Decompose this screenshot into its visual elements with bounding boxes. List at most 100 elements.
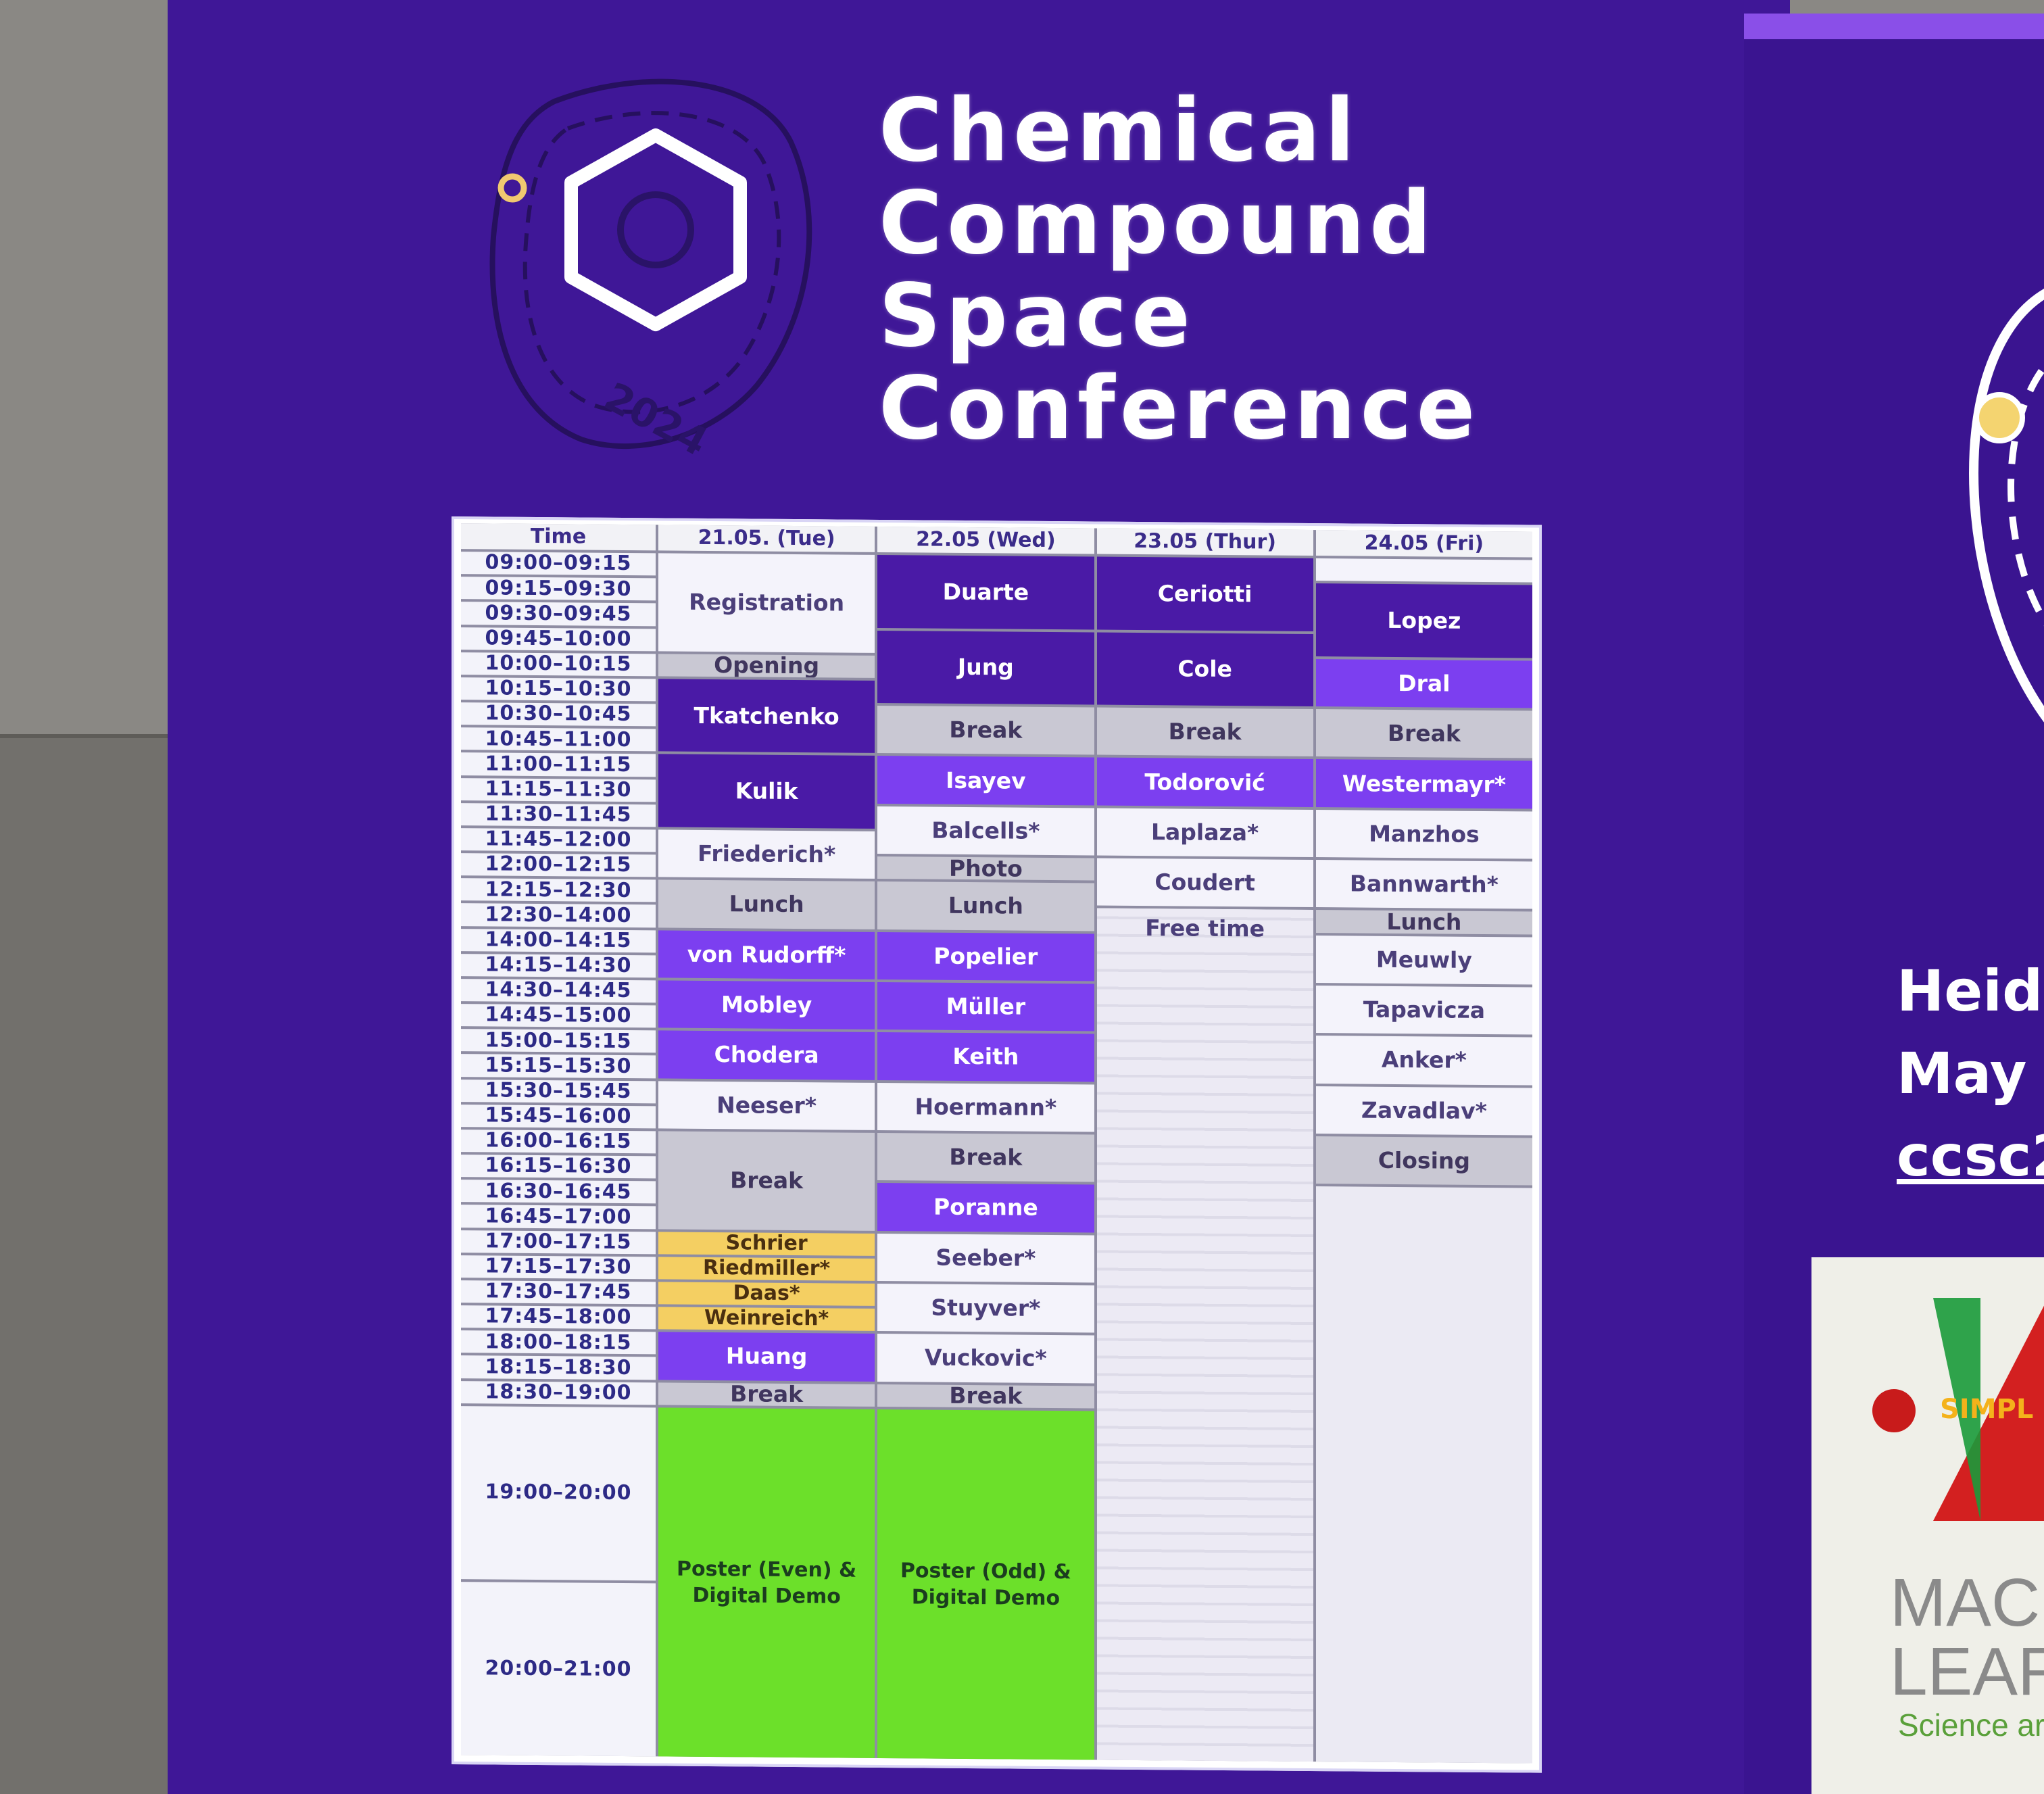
right-logo-dashed-path [2007, 362, 2044, 627]
talk-meuwly: Meuwly [1315, 935, 1532, 985]
poster-red-dot-icon [1872, 1389, 1916, 1432]
title-line-chemical: Chemical [879, 80, 1360, 181]
poster-even-session: Poster (Even) & Digital Demo [658, 1407, 875, 1758]
lunch-fri: Lunch [1315, 910, 1532, 935]
talk-zavadlav: Zavadlav* [1315, 1086, 1532, 1136]
right-screen-top-bar [1744, 14, 2044, 39]
right-info-date: May 2 [1897, 1040, 2044, 1107]
hexagon-icon [564, 128, 747, 331]
header-thu: 23.05 (Thur) [1096, 528, 1313, 556]
right-logo-dot-icon [1974, 392, 2025, 443]
talk-ceriotti: Ceriotti [1096, 556, 1313, 631]
time-slot: 17:00–17:15 [461, 1230, 656, 1255]
talk-huang: Huang [658, 1332, 875, 1382]
talk-chodera: Chodera [658, 1030, 875, 1080]
talk-todorovic: Todorović [1096, 757, 1313, 807]
talk-westermayr: Westermayr* [1315, 759, 1532, 809]
schedule-table: Time 21.05. (Tue) 22.05 (Wed) 23.05 (Thu… [452, 516, 1542, 1773]
talk-vuckovic: Vuckovic* [877, 1334, 1094, 1383]
talk-lopez: Lopez [1315, 583, 1532, 658]
logo-inner-ring [617, 191, 694, 268]
time-slot: 09:00–09:15 [461, 552, 656, 576]
time-slot: 18:30–19:00 [461, 1380, 656, 1405]
time-slot: 09:30–09:45 [461, 602, 656, 626]
talk-coudert: Coudert [1096, 858, 1313, 908]
fri-empty-slot [1315, 558, 1532, 583]
talk-muller: Müller [877, 981, 1094, 1032]
time-slot: 11:45–12:00 [461, 827, 656, 852]
right-info-website: ccsc2 [1897, 1123, 2044, 1189]
lunch-wed: Lunch [877, 881, 1094, 931]
time-slot: 10:30–10:45 [461, 702, 656, 727]
talk-balcells: Balcells* [877, 806, 1094, 856]
talk-isayev: Isayev [877, 756, 1094, 806]
talk-friederich: Friederich* [658, 829, 875, 879]
break-wed-morning: Break [877, 705, 1094, 755]
time-slot: 09:15–09:30 [461, 577, 656, 601]
time-slot: 14:00–14:15 [461, 928, 656, 953]
talk-daas: Daas* [658, 1282, 875, 1306]
time-slot: 15:00–15:15 [461, 1029, 656, 1053]
title-line-conference: Conference [879, 358, 1480, 459]
time-slot: 12:00–12:15 [461, 853, 656, 877]
time-slot: 11:30–11:45 [461, 802, 656, 827]
talk-popelier: Popelier [877, 931, 1094, 981]
schedule-grid: Time 21.05. (Tue) 22.05 (Wed) 23.05 (Thu… [461, 523, 1532, 1764]
photo-session: Photo [877, 856, 1094, 881]
poster-simpl-text: SIMPL [1940, 1394, 2034, 1425]
time-slot: 16:30–16:45 [461, 1180, 656, 1204]
session-closing: Closing [1315, 1136, 1532, 1186]
time-slot: 16:15–16:30 [461, 1155, 656, 1179]
talk-manzhos: Manzhos [1315, 809, 1532, 859]
talk-tkatchenko: Tkatchenko [658, 679, 875, 754]
talk-bannwarth: Bannwarth* [1315, 860, 1532, 909]
time-slot: 16:45–17:00 [461, 1205, 656, 1229]
right-screen-logo [1968, 289, 2044, 723]
break-thu-morning: Break [1096, 707, 1313, 757]
time-slot: 19:00–20:00 [461, 1405, 656, 1581]
talk-weinreich: Weinreich* [658, 1307, 875, 1332]
talk-hoermann: Hoermann* [877, 1082, 1094, 1132]
time-slot: 12:30–14:00 [461, 903, 656, 927]
talk-mobley: Mobley [658, 980, 875, 1030]
session-opening: Opening [658, 654, 875, 678]
time-slot: 10:00–10:15 [461, 652, 656, 677]
break-fri-morning: Break [1315, 709, 1532, 758]
free-time-thu: Free time [1096, 908, 1313, 1762]
time-slot: 10:15–10:30 [461, 677, 656, 702]
time-slot: 15:15–15:30 [461, 1054, 656, 1078]
time-slot: 11:15–11:30 [461, 777, 656, 802]
logo-dot-icon [497, 173, 527, 203]
poster-odd-session: Poster (Odd) & Digital Demo [877, 1409, 1094, 1760]
time-slot: 15:30–15:45 [461, 1079, 656, 1104]
time-slot: 16:00–16:15 [461, 1129, 656, 1154]
break-wed-afternoon: Break [877, 1132, 1094, 1182]
talk-tapavicza: Tapavicza [1315, 985, 1532, 1035]
time-slot: 20:00–21:00 [461, 1581, 656, 1757]
time-slot: 09:45–10:00 [461, 627, 656, 652]
talk-cole: Cole [1096, 631, 1313, 707]
right-logo-outline [1968, 289, 2044, 723]
time-slot: 11:00–11:15 [461, 752, 656, 777]
talk-schrier: Schrier [658, 1231, 875, 1256]
time-slot: 18:15–18:30 [461, 1355, 656, 1380]
talk-dral: Dral [1315, 658, 1532, 708]
time-slot: 17:45–18:00 [461, 1305, 656, 1330]
header-wed: 22.05 (Wed) [877, 526, 1094, 554]
talk-poranne: Poranne [877, 1183, 1094, 1232]
time-slot: 17:30–17:45 [461, 1280, 656, 1305]
time-slot: 14:45–15:00 [461, 1004, 656, 1028]
poster-science-text: Science ar [1898, 1707, 2044, 1743]
talk-neeser: Neeser* [658, 1080, 875, 1130]
time-slot: 10:45–11:00 [461, 727, 656, 752]
session-registration: Registration [658, 553, 875, 653]
wall-seam [0, 734, 203, 738]
poster-mach-text: MACH [1890, 1565, 2044, 1641]
talk-jung: Jung [877, 630, 1094, 705]
talk-stuyver: Stuyver* [877, 1283, 1094, 1333]
time-slot: 12:15–12:30 [461, 878, 656, 902]
lunch-tue: Lunch [658, 879, 875, 929]
talk-anker: Anker* [1315, 1036, 1532, 1086]
talk-kulik: Kulik [658, 754, 875, 829]
time-slot: 18:00–18:15 [461, 1330, 656, 1355]
